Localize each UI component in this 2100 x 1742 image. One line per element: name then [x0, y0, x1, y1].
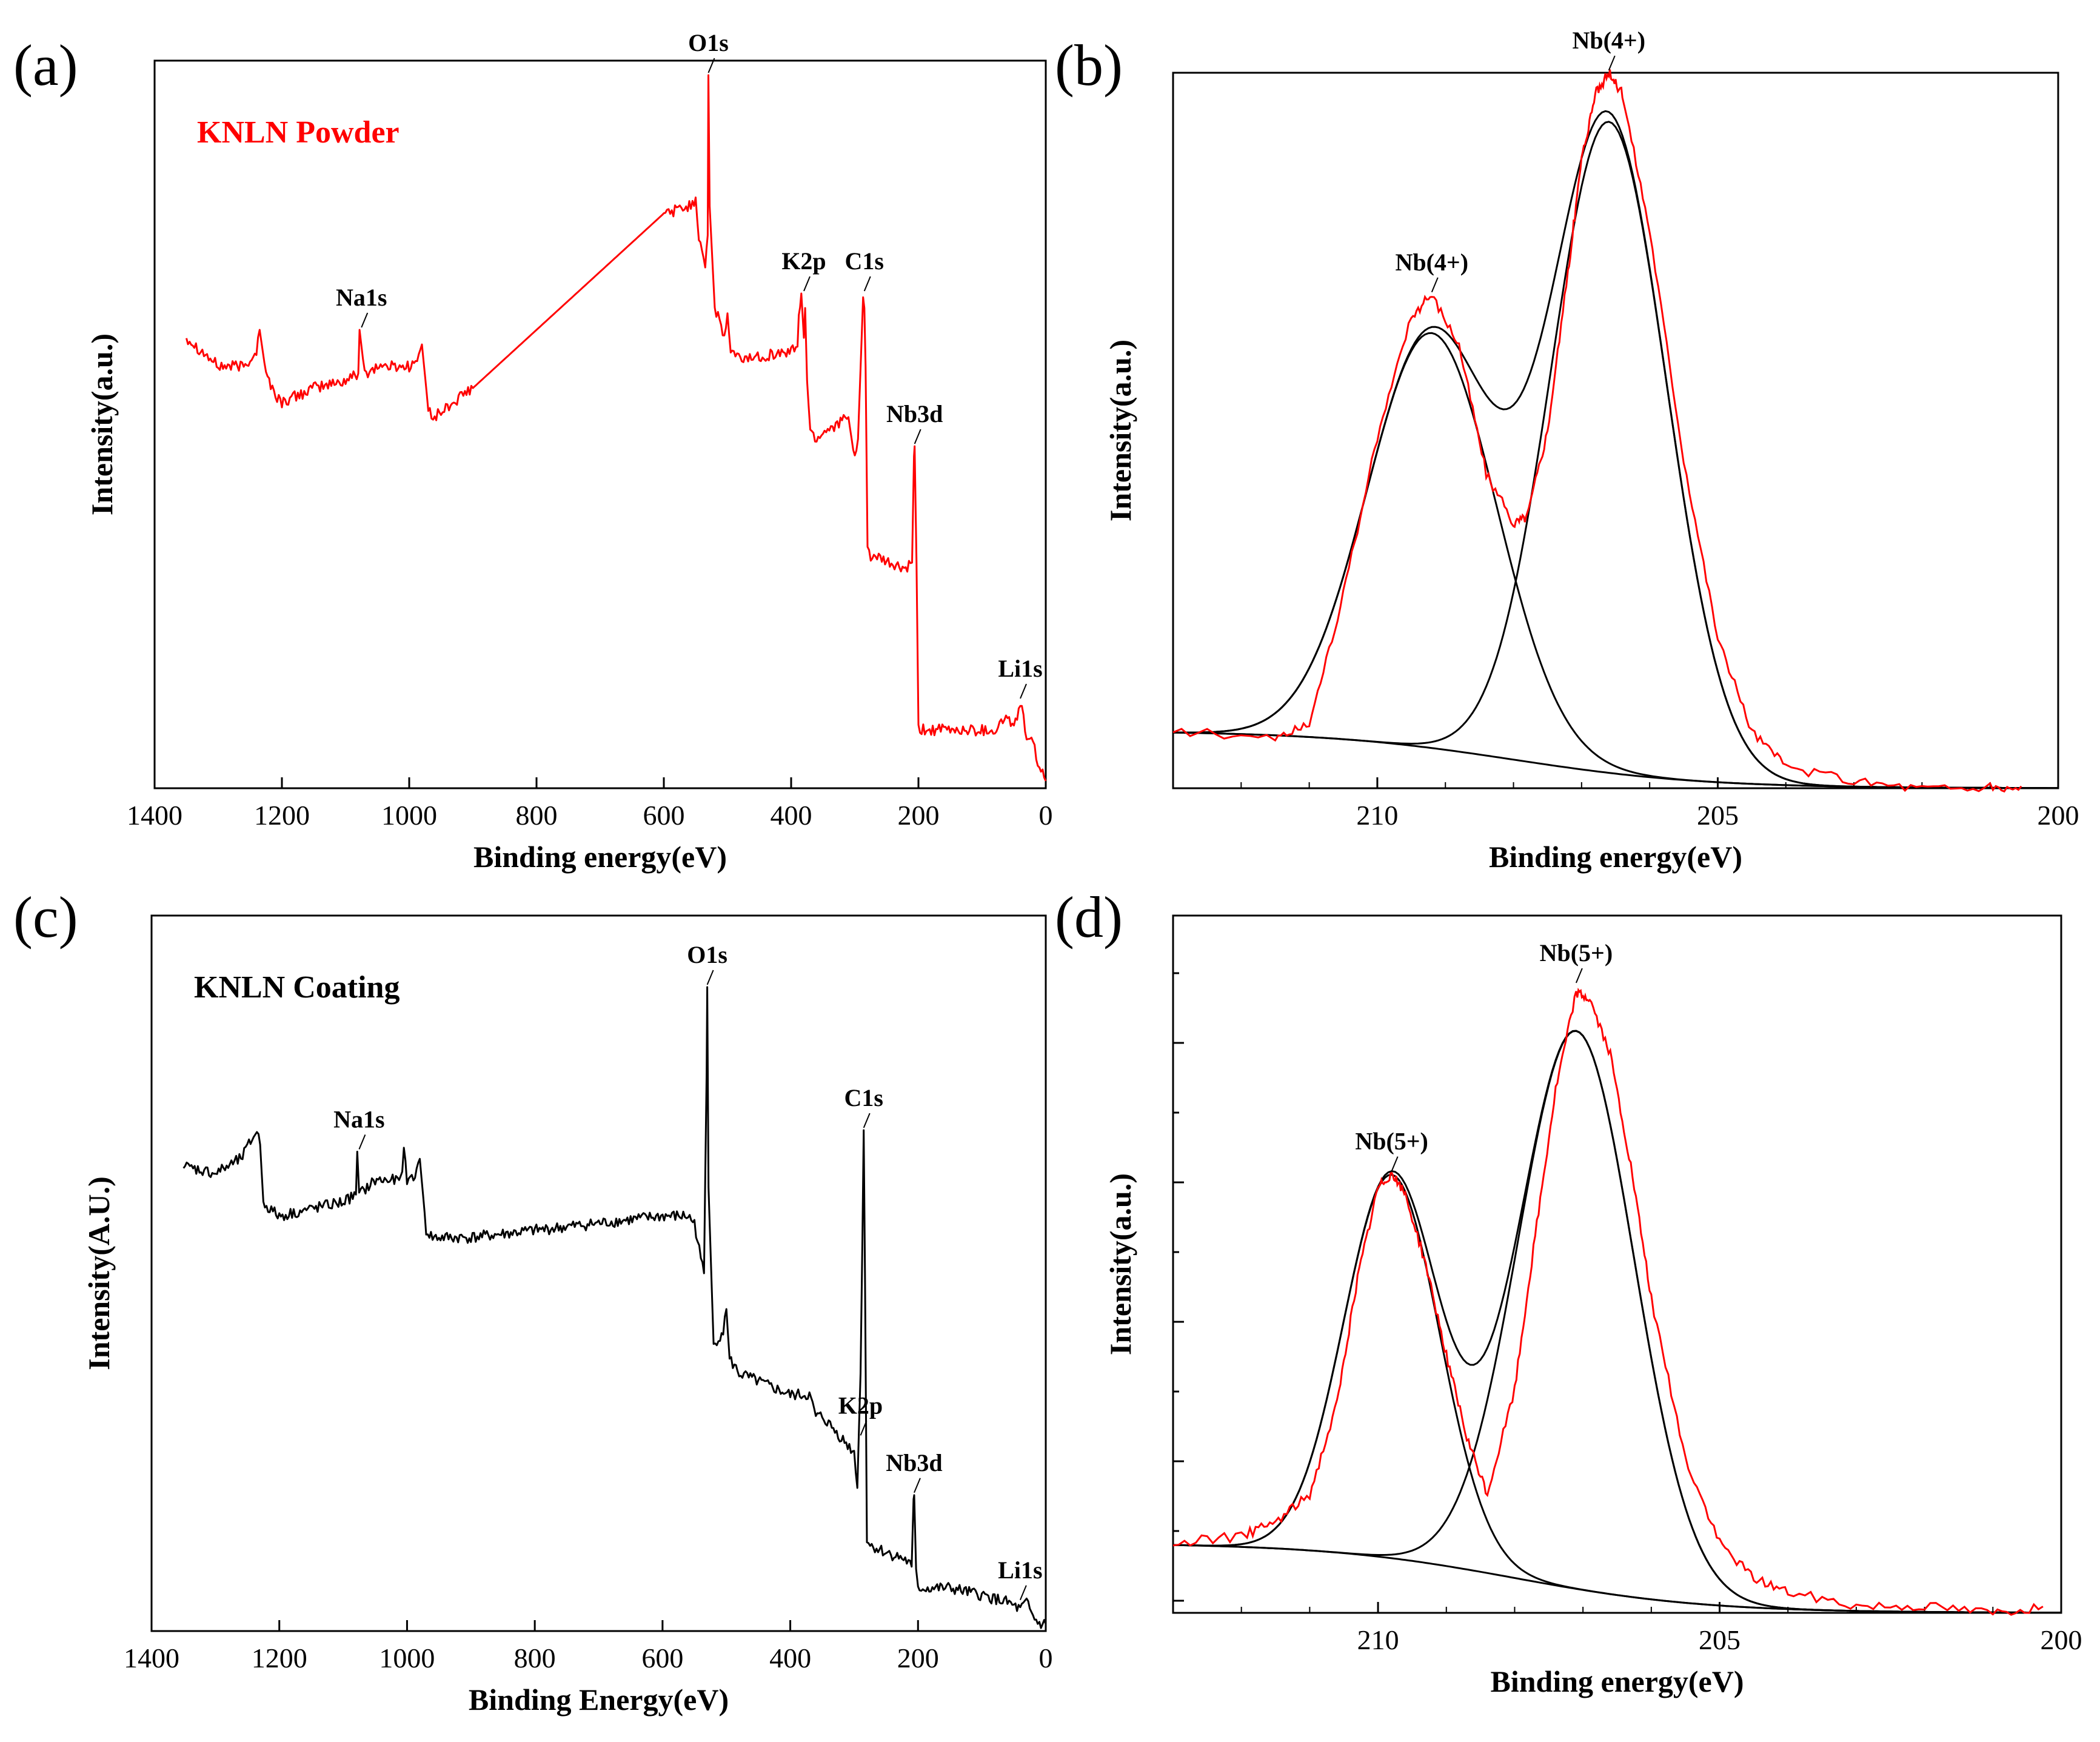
panel-b: (b) 210 205 200 Binding energy(eV) Intensity(… [1055, 27, 2079, 874]
annotation-leader [863, 1113, 871, 1128]
x-tick-label: 400 [769, 1643, 811, 1673]
x-tick-label: 210 [1356, 800, 1398, 831]
peak-label: Li1s [998, 1556, 1042, 1584]
peak-label: O1s [687, 941, 727, 968]
fit-envelope-line [1173, 110, 2058, 789]
annotation-leader [860, 1421, 868, 1436]
plot-frame [153, 59, 1047, 789]
panel-c: (c) 1400 1200 1000 800 600 400 200 0 Binding Ener… [13, 885, 1053, 1717]
y-axis-label: Intensity(a.u.) [1103, 1173, 1137, 1355]
chart-title: KNLN Coating [194, 970, 400, 1005]
panel-a: (a) 1400 1200 1000 800 600 400 200 0 Binding ener… [13, 29, 1053, 874]
x-tick-label: 1400 [124, 1643, 179, 1673]
peak-label: Na1s [336, 284, 387, 311]
x-axis-label: Binding energy(eV) [473, 840, 727, 874]
x-axis-label: Binding energy(eV) [1489, 840, 1742, 874]
x-tick-label: 0 [1039, 800, 1053, 831]
annotation-leader [706, 970, 714, 985]
annotation-leader [1608, 55, 1616, 71]
y-axis-label: Intensity(a.u.) [1103, 340, 1137, 521]
annotation-leader [1431, 277, 1439, 293]
x-tick-label: 205 [1699, 1624, 1741, 1655]
x-tick-label: 205 [1697, 800, 1739, 831]
plot-frame [1172, 72, 2059, 789]
fit-peak-line [1172, 1173, 2061, 1614]
x-tick-label: 0 [1039, 1643, 1053, 1673]
peak-label: Nb(5+) [1355, 1128, 1428, 1155]
series-line-experimental [1172, 987, 2044, 1616]
panel-label: (a) [13, 33, 78, 98]
plot-frame [1172, 914, 2062, 1614]
annotation-leader [361, 312, 369, 328]
peak-label: Nb(4+) [1395, 249, 1468, 276]
x-tick-label: 200 [898, 800, 940, 831]
panel-label: (d) [1055, 885, 1123, 950]
y-axis-label: Intensity(A.U.) [82, 1176, 116, 1370]
annotation-leader [707, 58, 715, 73]
fit-envelope-line [1172, 1030, 2061, 1614]
peak-label: Nb3d [886, 1449, 942, 1476]
x-axis-label: Binding energy(eV) [1490, 1664, 1744, 1698]
annotation-leader [863, 276, 871, 292]
annotation-leader [1391, 1156, 1399, 1171]
x-tick-label: 400 [771, 800, 812, 831]
x-tick-label: 800 [516, 800, 558, 831]
peak-label: Li1s [998, 655, 1042, 682]
plot-frame [150, 914, 1047, 1632]
annotation-leader [1019, 1585, 1027, 1601]
annotation-leader [914, 429, 921, 444]
peak-label: Nb(5+) [1540, 939, 1613, 966]
series-line-survey [182, 986, 1047, 1629]
peak-label: C1s [845, 247, 884, 275]
peak-label: K2p [838, 1392, 883, 1419]
x-tick-label: 200 [2041, 1624, 2082, 1655]
peak-label: C1s [844, 1084, 883, 1111]
x-tick-label: 1200 [254, 800, 310, 831]
background-line [1172, 731, 2058, 789]
x-axis-label: Binding Energy(eV) [469, 1683, 729, 1717]
x-tick-label: 1200 [252, 1643, 307, 1673]
fit-peak-line [1172, 121, 2058, 789]
fit-peak-line [1172, 1030, 2061, 1614]
annotation-leader [358, 1134, 366, 1150]
x-tick-label: 800 [514, 1643, 556, 1673]
chart-title: KNLN Powder [197, 115, 400, 150]
panel-label: (c) [13, 885, 78, 950]
annotation-leader [1575, 968, 1583, 983]
x-tick-label: 200 [2038, 800, 2079, 831]
panel-d: (d) 210 205 200 Binding energy(eV) Intensity(… [1055, 885, 2082, 1698]
series-line-survey [186, 74, 1047, 782]
x-tick-label: 1000 [381, 800, 437, 831]
x-tick-label: 200 [897, 1643, 939, 1673]
x-tick-label: 1400 [127, 800, 182, 831]
annotation-leader [803, 276, 811, 292]
peak-label: O1s [688, 29, 729, 56]
annotation-leader [914, 1478, 921, 1493]
background-line [1172, 1544, 2061, 1614]
panel-label: (b) [1055, 33, 1123, 98]
x-tick-label: 210 [1357, 1624, 1399, 1655]
peak-label: Na1s [333, 1105, 384, 1133]
peak-label: Nb(4+) [1572, 27, 1645, 54]
x-tick-label: 600 [641, 1643, 683, 1673]
fit-peak-line [1173, 332, 2058, 789]
peak-label: K2p [781, 247, 826, 275]
series-line-experimental [1172, 69, 2022, 793]
x-tick-label: 1000 [379, 1643, 435, 1673]
peak-label: Nb3d [886, 400, 943, 427]
x-tick-label: 600 [643, 800, 685, 831]
y-axis-label: Intensity(a.u.) [85, 333, 119, 515]
annotation-leader [1020, 683, 1027, 699]
